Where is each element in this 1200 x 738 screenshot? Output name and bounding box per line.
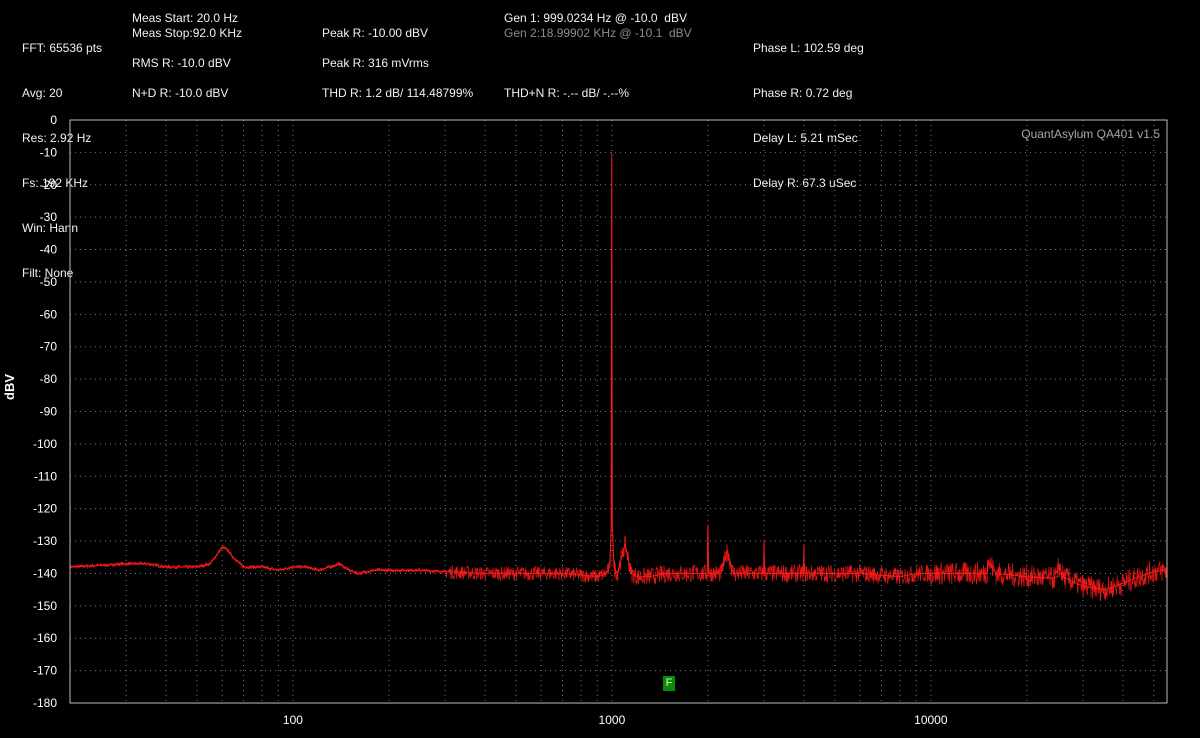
x-tick-label: 1000	[599, 713, 626, 727]
delay-l: Delay L: 5.21 mSec	[753, 131, 858, 145]
meas-start: Meas Start: 20.0 Hz	[132, 11, 239, 25]
y-tick-label: -40	[40, 243, 58, 257]
spectrum-trace	[69, 152, 1168, 602]
y-tick-label: -70	[40, 340, 58, 354]
gen2: Gen 2:18.99902 KHz @ -10.1 dBV	[504, 26, 692, 40]
fft-points: FFT: 65536 pts	[22, 41, 103, 55]
sample-rate: Fs: 192 KHz	[22, 176, 89, 190]
y-tick-label: -30	[40, 210, 58, 224]
y-tick-label: -180	[33, 696, 57, 710]
brand-watermark: QuantAsylum QA401 v1.5	[1021, 127, 1160, 141]
averages: Avg: 20	[22, 86, 63, 100]
y-tick-label: -100	[33, 437, 57, 451]
phase-r: Phase R: 0.72 deg	[753, 86, 853, 100]
thd-r: THD R: 1.2 dB/ 114.48799%	[322, 86, 474, 100]
y-tick-label: -50	[40, 275, 58, 289]
y-tick-labels: 0 -10 -20 -30 -40 -50 -60 -70 -80 -90 -100 -110 -120…	[33, 113, 57, 710]
y-tick-label: 0	[50, 113, 57, 127]
y-tick-label: -110	[34, 469, 57, 483]
x-tick-label: 100	[283, 713, 303, 727]
peak-r-mvrms: Peak R: 316 mVrms	[322, 56, 429, 70]
meas-stop: Meas Stop:92.0 KHz	[132, 26, 243, 40]
phase-l: Phase L: 102.59 deg	[753, 41, 864, 55]
thdn-r: THD+N R: -.-- dB/ -.--%	[504, 86, 629, 100]
y-tick-label: -90	[40, 405, 58, 419]
phase-delay: Phase L: 102.59 deg Phase R: 0.72 deg De…	[753, 11, 864, 206]
y-tick-label: -60	[40, 307, 58, 321]
delay-r: Delay R: 67.3 uSec	[753, 176, 857, 190]
spectrum-line	[69, 152, 1168, 591]
fft-info: FFT: 65536 pts Avg: 20 Res: 2.92 Hz Fs: …	[22, 11, 102, 296]
x-tick-labels: 100 1000 10000	[283, 713, 948, 727]
gen1: Gen 1: 999.0234 Hz @ -10.0 dBV	[504, 11, 687, 25]
x-tick-label: 10000	[914, 713, 948, 727]
filter-type: Filt: None	[22, 266, 74, 280]
frequency-marker[interactable]: F	[663, 676, 675, 691]
y-tick-label: -140	[33, 566, 57, 580]
y-tick-label: -160	[33, 631, 57, 645]
resolution: Res: 2.92 Hz	[22, 131, 92, 145]
y-tick-label: -120	[33, 502, 57, 516]
nd-r: N+D R: -10.0 dBV	[132, 86, 229, 100]
y-tick-label: -80	[40, 372, 58, 386]
y-tick-label: -170	[33, 664, 57, 678]
y-tick-label: -130	[33, 534, 57, 548]
y-axis-label: dBV	[2, 374, 17, 400]
window-type: Win: Hann	[22, 221, 79, 235]
y-tick-label: -10	[40, 145, 58, 159]
y-tick-label: -20	[40, 178, 58, 192]
peak-r-dbv: Peak R: -10.00 dBV	[322, 26, 429, 40]
plot-frame	[69, 119, 1168, 704]
y-tick-label: -150	[33, 599, 57, 613]
noise-floor	[69, 527, 1168, 602]
rms-r: RMS R: -10.0 dBV	[132, 56, 231, 70]
grid	[69, 119, 1167, 704]
